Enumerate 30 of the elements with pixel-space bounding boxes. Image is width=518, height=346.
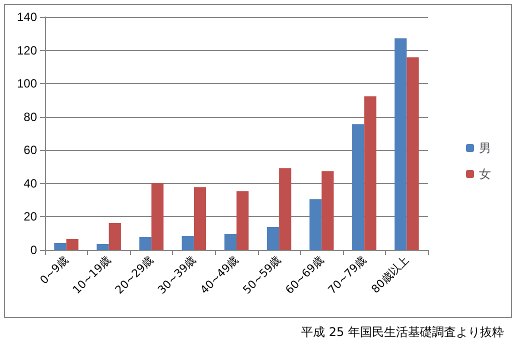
y-tick-label: 60 (24, 143, 38, 158)
bar (54, 243, 66, 250)
y-tick-label: 120 (16, 43, 38, 58)
y-tick-label: 0 (30, 243, 38, 257)
y-tick-label: 40 (24, 176, 38, 190)
bar (394, 38, 407, 250)
y-tick-label: 140 (16, 10, 38, 24)
bar (182, 236, 194, 250)
bar (406, 57, 419, 250)
text: 平成 25 年国民生活基礎調査より抜粋 (301, 324, 504, 341)
y-tick-label: 80 (24, 110, 38, 124)
bar (352, 124, 364, 250)
x-tick-label: 80歳以上 (368, 253, 412, 296)
legend-label: 男 (479, 141, 491, 155)
bar (108, 223, 121, 250)
bar (151, 183, 164, 250)
bar (364, 96, 376, 250)
bar (279, 168, 292, 250)
bar (266, 227, 280, 250)
bar (309, 199, 322, 250)
bar (224, 234, 236, 250)
bar (194, 187, 206, 250)
legend-label: 女 (479, 167, 491, 181)
bar (236, 191, 249, 250)
y-tick-label: 20 (24, 210, 38, 224)
bar (322, 171, 334, 250)
bar (139, 237, 152, 250)
bar (66, 239, 78, 250)
y-tick-label: 100 (16, 76, 38, 91)
bar (96, 244, 109, 250)
